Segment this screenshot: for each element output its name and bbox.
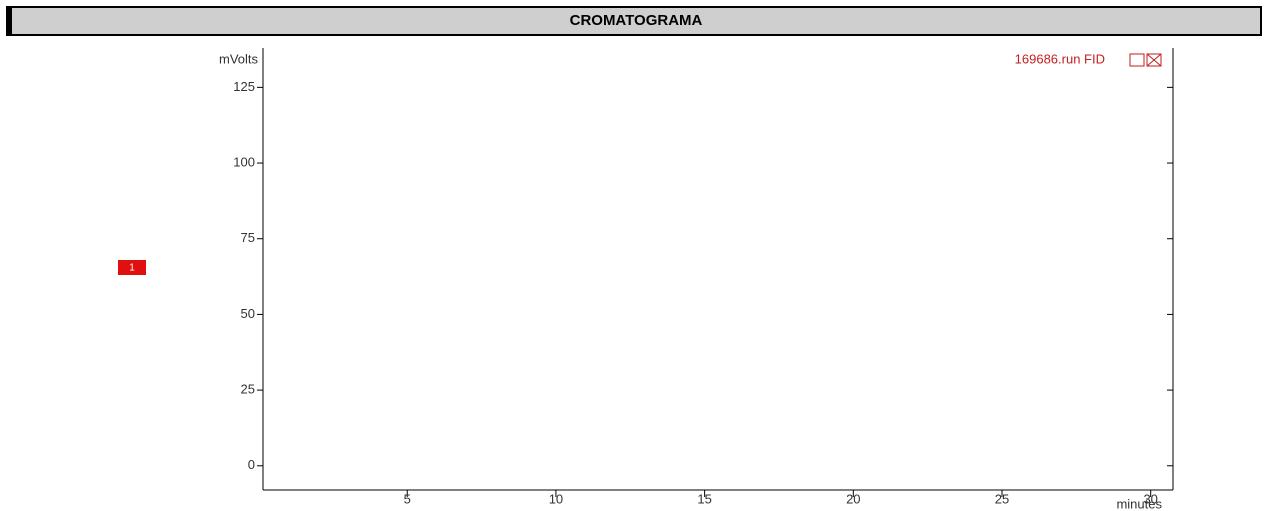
x-tick-label: 15	[697, 491, 711, 506]
annotation-box	[118, 260, 146, 275]
x-axis-label: minutes	[1116, 496, 1162, 511]
y-tick-label: 125	[233, 79, 255, 94]
close-icon	[1146, 53, 1162, 67]
y-tick-label: 25	[241, 382, 255, 397]
annotation-label: 1	[129, 263, 135, 274]
x-tick-label: 20	[846, 491, 860, 506]
window-icon	[1129, 53, 1145, 67]
close-icon-stroke	[1146, 53, 1162, 67]
x-tick-label: 10	[549, 491, 563, 506]
x-tick-label: 25	[995, 491, 1009, 506]
header-bar: CROMATOGRAMA	[6, 6, 1262, 36]
legend-entry: 169686.run FID	[1015, 51, 1105, 66]
y-tick-label: 50	[241, 306, 255, 321]
x-tick-label: 30	[1143, 491, 1157, 506]
x-tick-label: 5	[404, 491, 411, 506]
y-axis-label: mVolts	[219, 51, 259, 66]
y-tick-label: 75	[241, 230, 255, 245]
y-tick-label: 100	[233, 154, 255, 169]
y-tick-label: 0	[248, 457, 255, 472]
